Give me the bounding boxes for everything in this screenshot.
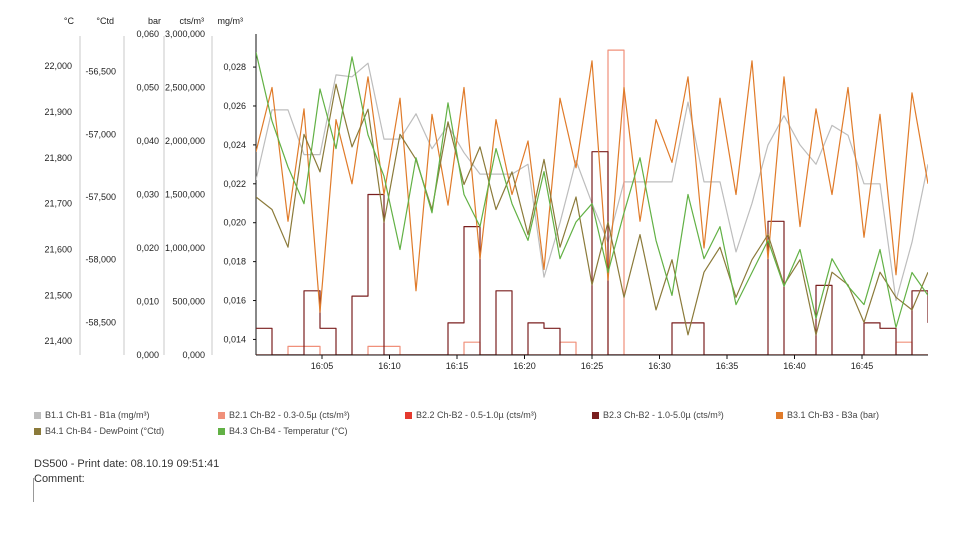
series-line-5 bbox=[256, 60, 928, 313]
y-tick-label: -58,000 bbox=[85, 255, 116, 265]
x-tick-label: 16:40 bbox=[783, 361, 806, 371]
y-tick-label: 1,000,000 bbox=[165, 243, 205, 253]
multi-axis-line-chart: °C 21,400 21,500 21,600 21,700 21,800 21,900 22… bbox=[44, 16, 928, 371]
y-tick-label: 21,800 bbox=[44, 153, 72, 163]
series-line-7 bbox=[256, 52, 928, 329]
y-tick-label: 0,020 bbox=[136, 243, 159, 253]
legend-item-b3-1[interactable]: B3.1 Ch-B3 - B3a (bar) bbox=[776, 410, 879, 420]
legend-row-2: B4.1 Ch-B4 - DewPoint (°Ctd) B4.3 Ch-B4 … bbox=[34, 423, 934, 439]
legend-swatch bbox=[776, 411, 783, 419]
print-footer: DS500 - Print date: 08.10.19 09:51:41 Co… bbox=[34, 457, 219, 487]
chart-legend: B1.1 Ch-B1 - B1a (mg/m³) B2.1 Ch-B2 - 0.… bbox=[34, 407, 934, 439]
y-tick-label: 22,000 bbox=[44, 61, 72, 71]
y-tick-label: 0,050 bbox=[136, 83, 159, 93]
y-tick-label: 0,018 bbox=[223, 257, 246, 267]
legend-swatch bbox=[218, 411, 225, 419]
x-tick-label: 16:05 bbox=[311, 361, 334, 371]
y-tick-label: 0,022 bbox=[223, 179, 246, 189]
y-tick-label: -57,500 bbox=[85, 192, 116, 202]
y-tick-label: -58,500 bbox=[85, 317, 116, 327]
y-tick-label: -56,500 bbox=[85, 67, 116, 77]
series-line-4 bbox=[256, 151, 928, 355]
legend-label: B4.1 Ch-B4 - DewPoint (°Ctd) bbox=[45, 426, 165, 436]
y-tick-label: -57,000 bbox=[85, 129, 116, 139]
legend-item-b4-3[interactable]: B4.3 Ch-B4 - Temperatur (°C) bbox=[218, 426, 347, 436]
x-tick-label: 16:15 bbox=[446, 361, 469, 371]
legend-label: B2.3 Ch-B2 - 1.0-5.0µ (cts/m³) bbox=[603, 410, 724, 420]
legend-swatch bbox=[405, 411, 412, 419]
legend-swatch bbox=[34, 427, 41, 435]
legend-label: B2.1 Ch-B2 - 0.3-0.5µ (cts/m³) bbox=[229, 410, 350, 420]
x-tick-label: 16:45 bbox=[851, 361, 874, 371]
y-tick-label: 0,028 bbox=[223, 62, 246, 72]
y-axes-group: °C 21,400 21,500 21,600 21,700 21,800 21,900 22… bbox=[44, 16, 257, 360]
comment-field-edge bbox=[33, 478, 34, 502]
y-axis-unit-label: °C bbox=[64, 16, 75, 26]
y-axis-unit-label: bar bbox=[148, 16, 161, 26]
y-tick-label: 0,014 bbox=[223, 334, 246, 344]
y-tick-label: 0,000 bbox=[136, 350, 159, 360]
y-tick-label: 1,500,000 bbox=[165, 190, 205, 200]
y-tick-label: 500,000 bbox=[172, 297, 205, 307]
y-tick-label: 0,000 bbox=[182, 350, 205, 360]
legend-row-1: B1.1 Ch-B1 - B1a (mg/m³) B2.1 Ch-B2 - 0.… bbox=[34, 407, 934, 423]
legend-swatch bbox=[34, 411, 41, 419]
legend-item-b1-1[interactable]: B1.1 Ch-B1 - B1a (mg/m³) bbox=[34, 410, 218, 420]
y-tick-label: 0,016 bbox=[223, 296, 246, 306]
legend-swatch bbox=[218, 427, 225, 435]
y-tick-label: 21,400 bbox=[44, 336, 72, 346]
legend-label: B3.1 Ch-B3 - B3a (bar) bbox=[787, 410, 880, 420]
y-tick-label: 21,500 bbox=[44, 290, 72, 300]
x-tick-label: 16:20 bbox=[513, 361, 536, 371]
legend-label: B4.3 Ch-B4 - Temperatur (°C) bbox=[229, 426, 348, 436]
y-tick-label: 2,000,000 bbox=[165, 136, 205, 146]
y-axis-unit-label: cts/m³ bbox=[180, 16, 205, 26]
print-date-line: DS500 - Print date: 08.10.19 09:51:41 bbox=[34, 458, 220, 470]
y-tick-label: 0,020 bbox=[223, 218, 246, 228]
legend-item-b2-3[interactable]: B2.3 Ch-B2 - 1.0-5.0µ (cts/m³) bbox=[592, 410, 776, 420]
legend-label: B1.1 Ch-B1 - B1a (mg/m³) bbox=[45, 410, 150, 420]
x-tick-label: 16:25 bbox=[581, 361, 604, 371]
x-tick-label: 16:10 bbox=[378, 361, 401, 371]
y-tick-label: 21,600 bbox=[44, 245, 72, 255]
y-tick-label: 0,010 bbox=[136, 297, 159, 307]
y-tick-label: 0,024 bbox=[223, 140, 246, 150]
legend-item-b2-1[interactable]: B2.1 Ch-B2 - 0.3-0.5µ (cts/m³) bbox=[218, 410, 405, 420]
legend-label: B2.2 Ch-B2 - 0.5-1.0µ (cts/m³) bbox=[416, 410, 537, 420]
y-tick-label: 0,040 bbox=[136, 136, 159, 146]
x-tick-label: 16:30 bbox=[648, 361, 671, 371]
y-axis-unit-label: mg/m³ bbox=[218, 16, 244, 26]
legend-swatch bbox=[592, 411, 599, 419]
y-tick-label: 21,700 bbox=[44, 199, 72, 209]
y-tick-label: 0,030 bbox=[136, 190, 159, 200]
legend-item-b2-2[interactable]: B2.2 Ch-B2 - 0.5-1.0µ (cts/m³) bbox=[405, 410, 592, 420]
series-line-6 bbox=[256, 83, 928, 336]
x-tick-label: 16:35 bbox=[716, 361, 739, 371]
x-axis-group: 16:05 16:10 16:15 16:20 16:25 16:30 16:35 16:40… bbox=[256, 354, 928, 371]
y-tick-label: 21,900 bbox=[44, 107, 72, 117]
series-lines-group bbox=[256, 49, 928, 355]
comment-label: Comment: bbox=[34, 473, 85, 485]
y-tick-label: 0,026 bbox=[223, 101, 246, 111]
y-axis-unit-label: °Ctd bbox=[96, 16, 114, 26]
series-line-2 bbox=[256, 49, 928, 355]
legend-item-b4-1[interactable]: B4.1 Ch-B4 - DewPoint (°Ctd) bbox=[34, 426, 218, 436]
y-tick-label: 2,500,000 bbox=[165, 83, 205, 93]
y-tick-label: 0,060 bbox=[136, 29, 159, 39]
y-tick-label: 3,000,000 bbox=[165, 29, 205, 39]
